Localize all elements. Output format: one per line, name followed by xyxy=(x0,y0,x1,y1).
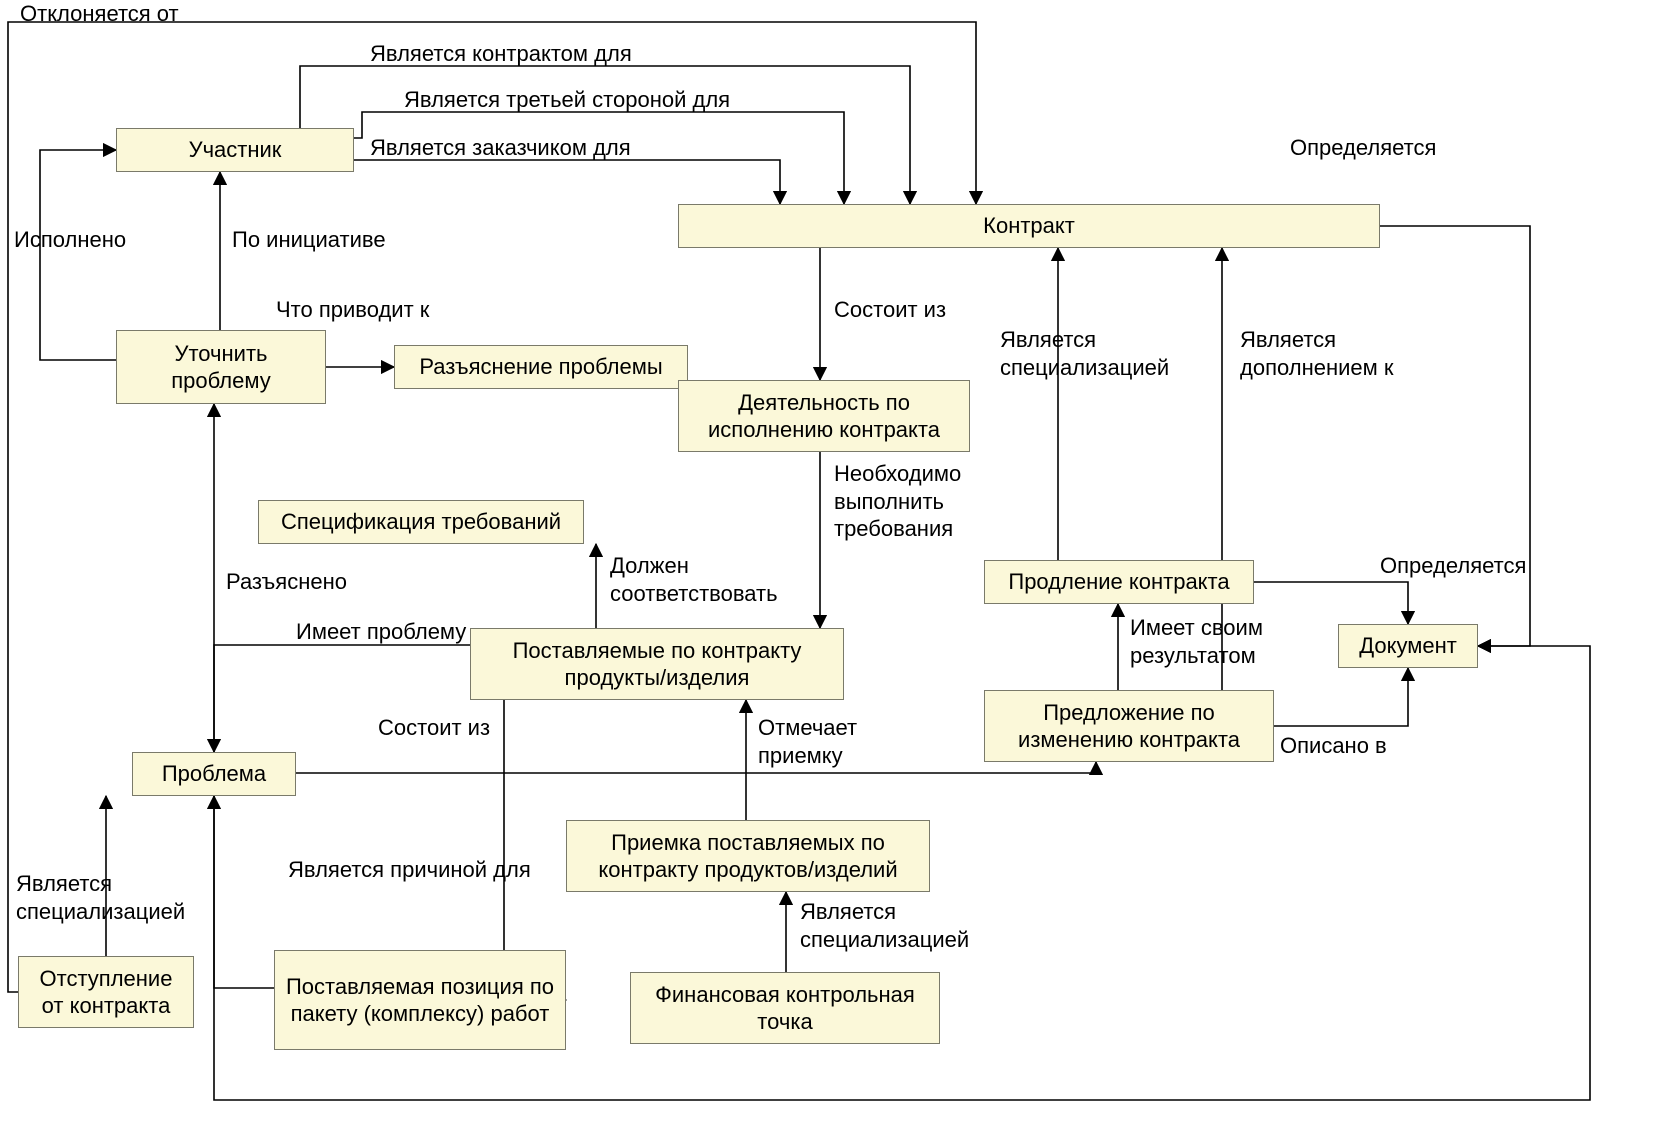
node-problem: Проблема xyxy=(132,752,296,796)
edge-label-l_is_spec: Является специализацией xyxy=(1000,326,1169,381)
edge-label-l_cause: Является причиной для xyxy=(288,856,531,884)
edge-label-l_has_result: Имеет своим результатом xyxy=(1130,614,1263,669)
edge-label-l_consists_of: Состоит из xyxy=(834,296,946,324)
node-activity: Деятельность по исполнению контракта xyxy=(678,380,970,452)
edge-e_executed xyxy=(40,150,116,360)
edge-label-l_defined_top: Определяется xyxy=(1290,134,1436,162)
node-req_spec: Спецификация требований xyxy=(258,500,584,544)
edge-e_cause xyxy=(214,796,274,988)
edge-label-l_executed: Исполнено xyxy=(14,226,126,254)
node-delivered_position: Поставляемая позиция по пакету (комплекс… xyxy=(274,950,566,1050)
node-fin_checkpoint: Финансовая контрольная точка xyxy=(630,972,940,1044)
node-extension: Продление контракта xyxy=(984,560,1254,604)
edge-e_part_contract_customer xyxy=(354,160,780,204)
edge-label-l_contract_for: Является контрактом для xyxy=(370,40,632,68)
edge-label-l_dev_spec: Является специализацией xyxy=(16,870,185,925)
node-participant: Участник xyxy=(116,128,354,172)
node-document: Документ xyxy=(1338,624,1478,668)
edge-label-l_third: Является третьей стороной для xyxy=(404,86,730,114)
edge-label-l_must_match: Должен соответствовать xyxy=(610,552,778,607)
node-clarify_problem: Уточнить проблему xyxy=(116,330,326,404)
edge-e_to_change xyxy=(296,762,1096,773)
edge-label-l_accept_spec: Является специализацией xyxy=(800,898,969,953)
edge-label-l_customer: Является заказчиком для xyxy=(370,134,631,162)
node-deliverables: Поставляемые по контракту продукты/издел… xyxy=(470,628,844,700)
node-acceptance: Приемка поставляемых по контракту продук… xyxy=(566,820,930,892)
edge-label-l_explained: Разъяснено xyxy=(226,568,347,596)
edge-label-l_has_problem: Имеет проблему xyxy=(296,618,466,646)
edge-label-l_is_addition: Является дополнением к xyxy=(1240,326,1394,381)
node-deviation: Отступление от контракта xyxy=(18,956,194,1028)
edge-label-l_described: Описано в xyxy=(1280,732,1387,760)
edge-label-l_defined_mid: Определяется xyxy=(1380,552,1526,580)
node-contract: Контракт xyxy=(678,204,1380,248)
edge-label-l_leads_to: Что приводит к xyxy=(276,296,429,324)
edge-e_described_in xyxy=(1274,668,1408,726)
edge-label-l_req_exec: Необходимо выполнить требования xyxy=(834,460,961,543)
edge-label-l_marks_accept: Отмечает приемку xyxy=(758,714,857,769)
edge-label-l_consists_of2: Состоит из xyxy=(378,714,490,742)
edge-label-l_initiative: По инициативе xyxy=(232,226,386,254)
node-change_proposal: Предложение по изменению контракта xyxy=(984,690,1274,762)
edge-e_defined_top xyxy=(1380,226,1530,646)
node-problem_explain: Разъяснение проблемы xyxy=(394,345,688,389)
diagram-canvas: Участник Уточнить проблему Разъяснение про… xyxy=(0,0,1654,1142)
edge-label-l_deviates: Отклоняется от xyxy=(20,0,179,28)
edge-e_defined_mid xyxy=(1254,582,1408,624)
